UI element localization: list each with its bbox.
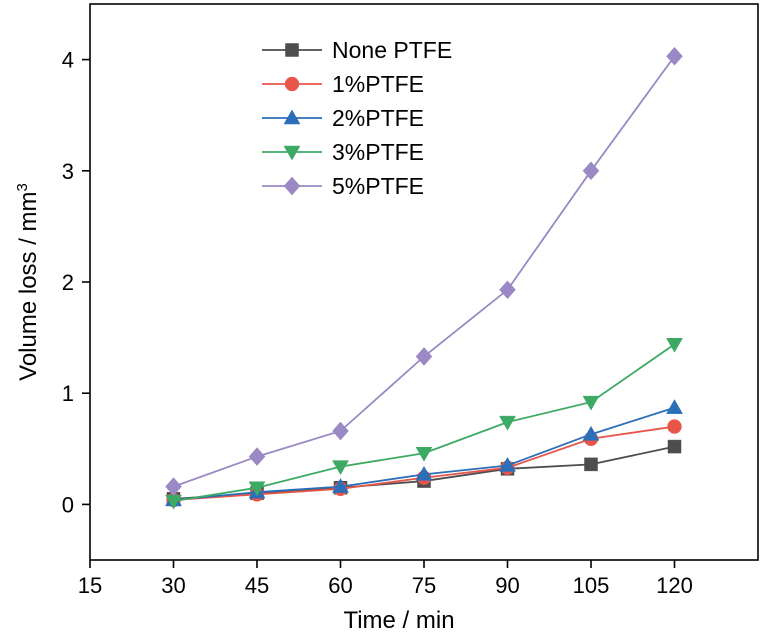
data-point-5-ptfe [666, 46, 683, 66]
y-axis-title-text: Volume loss / mm [15, 191, 42, 380]
data-point-none-ptfe [667, 439, 682, 454]
data-point-3-ptfe [666, 338, 683, 353]
series-layer [165, 46, 683, 510]
x-tick-label: 90 [495, 573, 519, 598]
series-3-ptfe [165, 338, 683, 510]
x-axis-title: Time / min [343, 607, 454, 634]
data-point-5-ptfe [332, 421, 349, 441]
legend-label: 5%PTFE [332, 173, 424, 199]
x-tick-label: 15 [78, 573, 102, 598]
legend-label: 1%PTFE [332, 71, 424, 97]
y-tick-label: 3 [62, 159, 74, 184]
legend-swatch-marker [283, 145, 301, 161]
data-point-5-ptfe [248, 447, 266, 466]
legend: None PTFE 1%PTFE 2%PTFE 3%PTFE 5%PTFE [262, 37, 452, 199]
y-tick-label: 4 [62, 48, 74, 73]
legend-item-5-ptfe: 5%PTFE [262, 173, 424, 199]
data-point-3-ptfe [332, 460, 349, 476]
legend-item-3-ptfe: 3%PTFE [262, 139, 424, 165]
data-point-3-ptfe [499, 415, 516, 431]
legend-label: 2%PTFE [332, 105, 424, 131]
legend-swatch-marker [283, 176, 301, 196]
legend-swatch-marker [284, 76, 300, 92]
y-tick-label: 1 [62, 381, 74, 406]
data-point-2-ptfe [332, 478, 349, 493]
legend-item-none-ptfe: None PTFE [262, 37, 452, 63]
legend-swatch-marker [283, 109, 301, 125]
data-point-5-ptfe [415, 347, 433, 366]
x-tick-label: 45 [245, 573, 269, 598]
legend-item-2-ptfe: 2%PTFE [262, 105, 424, 131]
data-point-1-ptfe [667, 419, 682, 434]
y-axis-title: Volume loss / mm3 [14, 183, 42, 381]
legend-label: 3%PTFE [332, 139, 424, 165]
legend-swatch-marker [285, 43, 299, 57]
data-point-2-ptfe [415, 465, 433, 481]
y-tick-label: 0 [62, 492, 74, 517]
data-point-5-ptfe [582, 161, 600, 181]
data-point-none-ptfe [584, 457, 598, 472]
data-point-2-ptfe [666, 399, 683, 414]
data-point-3-ptfe [248, 481, 266, 497]
data-point-2-ptfe [582, 425, 600, 441]
y-tick-label: 2 [62, 270, 74, 295]
x-tick-label: 30 [161, 573, 185, 598]
data-point-3-ptfe [415, 446, 433, 462]
y-axis-ticks: 0 1 2 3 4 [62, 48, 90, 517]
data-point-5-ptfe [499, 280, 516, 300]
x-tick-label: 105 [573, 573, 610, 598]
x-axis-ticks: 15 30 45 60 75 90 105 120 [78, 560, 693, 598]
legend-item-1-ptfe: 1%PTFE [262, 71, 424, 97]
x-tick-label: 60 [328, 573, 352, 598]
x-tick-label: 75 [412, 573, 436, 598]
series-5-ptfe [165, 46, 683, 496]
data-point-2-ptfe [499, 456, 516, 472]
data-point-5-ptfe [165, 477, 182, 496]
x-tick-label: 120 [656, 573, 693, 598]
y-axis-title-superscript: 3 [14, 183, 31, 191]
legend-label: None PTFE [332, 37, 452, 63]
data-point-3-ptfe [582, 395, 600, 411]
